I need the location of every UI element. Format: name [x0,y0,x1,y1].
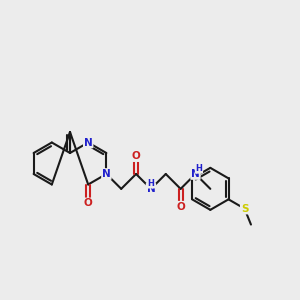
Text: H: H [196,164,202,173]
Text: N: N [84,137,93,148]
Text: N: N [146,184,155,194]
Text: O: O [176,202,185,212]
Text: O: O [132,151,140,161]
Text: H: H [148,179,154,188]
Text: S: S [241,204,248,214]
Text: O: O [84,198,93,208]
Text: N: N [191,169,200,179]
Text: N: N [102,169,111,179]
